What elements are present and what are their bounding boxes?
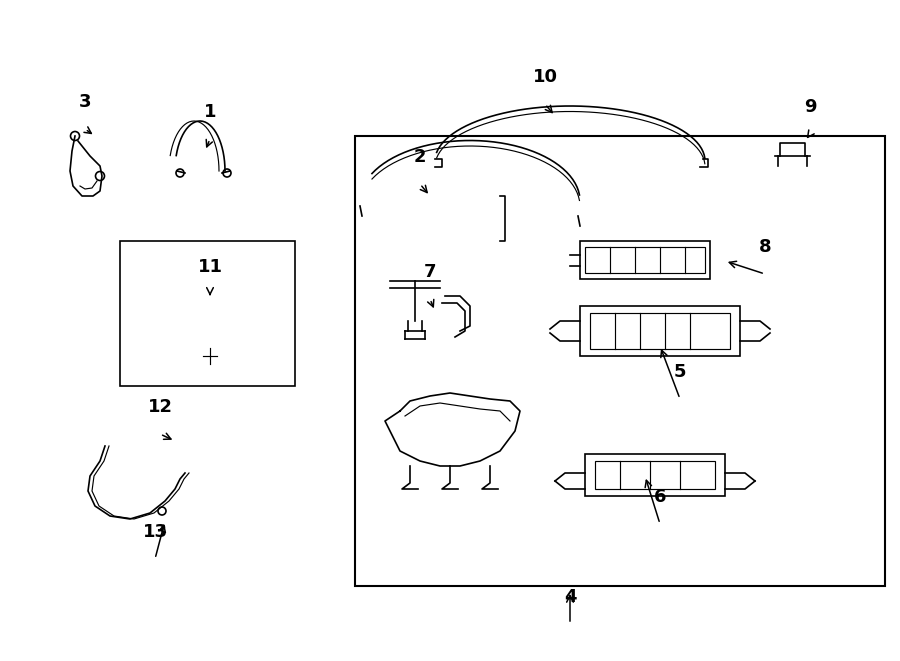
Text: 12: 12 [148,398,173,416]
Text: 10: 10 [533,68,557,86]
Bar [580,306,740,356]
Text: 4: 4 [563,588,576,606]
Bar [580,241,710,279]
Bar [590,313,730,349]
Text: 1: 1 [203,103,216,121]
Bar [595,461,715,489]
Bar [160,354,195,366]
Text: 7: 7 [424,263,436,281]
Bar [585,247,705,273]
Text: 13: 13 [142,523,167,541]
Text: 3: 3 [79,93,91,111]
Bar [550,158,562,164]
Bar [155,291,200,356]
Text: 9: 9 [804,98,816,116]
Text: 11: 11 [197,258,222,276]
Text: 6: 6 [653,488,666,506]
Text: 8: 8 [759,238,771,256]
Bar [585,454,725,496]
Text: 5: 5 [674,363,686,381]
Text: 2: 2 [414,148,427,166]
Bar [355,136,885,586]
Bar [120,241,295,386]
